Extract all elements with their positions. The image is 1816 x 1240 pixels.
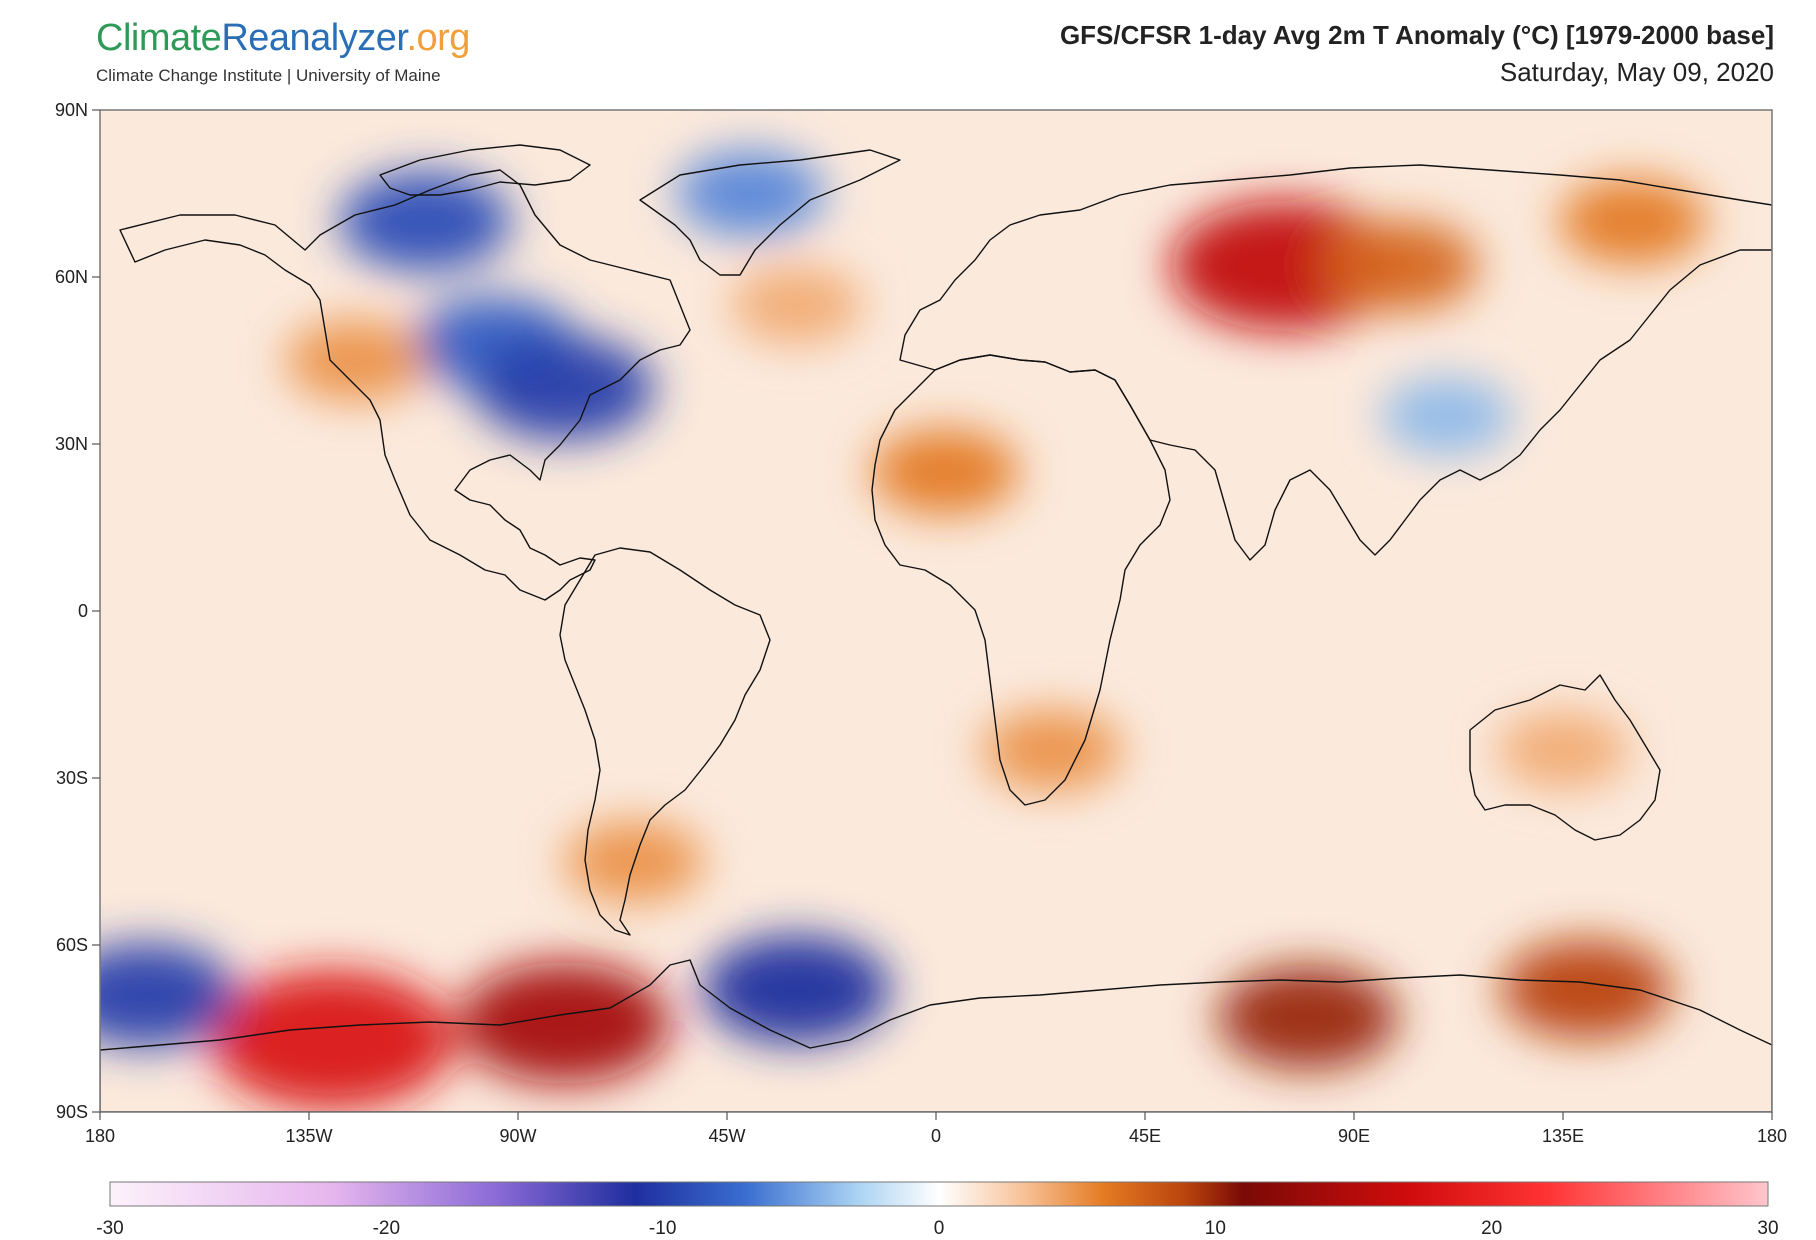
logo-wordmark: ClimateReanalyzer.org [96, 17, 470, 59]
colorbar-ticks: -30 -20 -10 0 10 20 30 [96, 1218, 1778, 1239]
anomaly-region [871, 428, 1020, 516]
anomaly-region [676, 150, 825, 237]
map-date: Saturday, May 09, 2020 [1499, 57, 1774, 87]
anomaly-region [285, 319, 426, 402]
anomaly-region [1170, 200, 1399, 332]
coastlines [100, 144, 1772, 1112]
lon-label: 45E [1129, 1126, 1161, 1146]
site-logo[interactable]: ClimateReanalyzer.org Climate Change Ins… [96, 16, 470, 86]
colorbar-tick-label: 20 [1481, 1218, 1502, 1239]
anomaly-region [100, 943, 237, 1048]
anomaly-region [1500, 939, 1673, 1040]
colorbar-scale [109, 1181, 1769, 1207]
lon-label: 45W [708, 1126, 745, 1146]
anomaly-region [339, 171, 512, 272]
anomaly-region [1558, 178, 1707, 265]
colorbar-tick-label: 0 [934, 1218, 945, 1239]
north-america-outline [119, 169, 691, 601]
colorbar-tick-label: -30 [96, 1218, 123, 1239]
anomaly-region [1380, 377, 1513, 455]
arctic-islands-outline [379, 144, 591, 196]
antarctica-outline [100, 959, 1772, 1112]
lon-label: 180 [85, 1126, 115, 1146]
lat-label: 60S [56, 935, 88, 955]
latitude-axis: 90N 60N 30N 0 30S 60S 90S [55, 100, 100, 1122]
lon-label: 0 [931, 1126, 941, 1146]
map-title: GFS/CFSR 1-day Avg 2m T Anomaly (°C) [19… [1059, 20, 1774, 50]
colorbar: -30 -20 -10 0 10 20 30 [96, 1181, 1779, 1239]
anomaly-region [730, 266, 863, 344]
anomaly-region [1497, 711, 1629, 789]
anomaly-field [100, 150, 1707, 1110]
lat-label: 90N [55, 100, 88, 120]
greenland-outline [639, 149, 901, 276]
map-area: 90N 60N 30N 0 30S 60S 90S 180 135W 90W 45W 0 45E 90E… [55, 100, 1787, 1146]
anomaly-region [458, 962, 671, 1084]
lat-label: 90S [56, 1102, 88, 1122]
map-title-block: GFS/CFSR 1-day Avg 2m T Anomaly (°C) [19… [1060, 18, 1774, 90]
longitude-axis: 180 135W 90W 45W 0 45E 90E 135E 180 [85, 1112, 1787, 1146]
lat-label: 0 [78, 601, 88, 621]
lon-label: 135W [285, 1126, 332, 1146]
anomaly-region [702, 935, 891, 1044]
europe-asia-outline [899, 164, 1772, 561]
lon-label: 180 [1757, 1126, 1787, 1146]
lat-label: 30N [55, 434, 88, 454]
anomaly-region [1217, 965, 1398, 1070]
anomaly-region [1322, 220, 1479, 312]
lon-label: 90W [499, 1126, 536, 1146]
colorbar-tick-label: -10 [649, 1218, 676, 1239]
logo-subtitle: Climate Change Institute | University of… [96, 66, 441, 85]
australia-outline [1469, 674, 1661, 841]
colorbar-tick-label: 10 [1205, 1218, 1226, 1239]
lon-label: 135E [1542, 1126, 1584, 1146]
south-america-outline [559, 547, 771, 936]
anomaly-region [210, 970, 455, 1110]
lat-label: 30S [56, 768, 88, 788]
map-background [100, 110, 1772, 1112]
lon-label: 90E [1338, 1126, 1370, 1146]
anomaly-region [474, 336, 655, 441]
colorbar-tick-label: 30 [1757, 1218, 1778, 1239]
lat-label: 60N [55, 267, 88, 287]
anomaly-region [982, 709, 1123, 792]
colorbar-tick-label: -20 [373, 1218, 400, 1239]
